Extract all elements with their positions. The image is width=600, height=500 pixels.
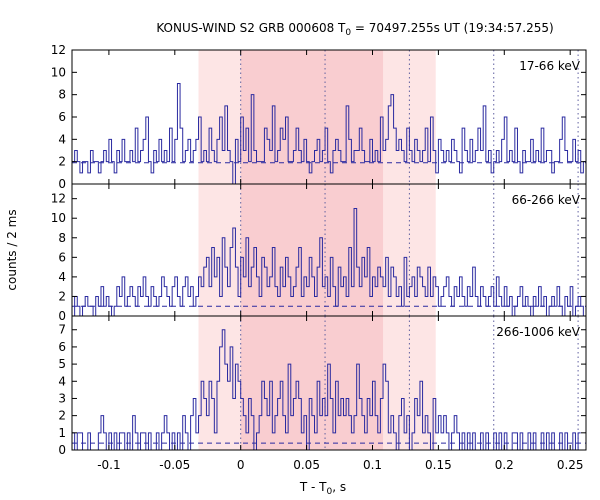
title-subscript: 0	[345, 28, 351, 38]
y-tick-label: 12	[51, 192, 66, 206]
y-tick-label: 5	[58, 357, 66, 371]
y-tick-label: 6	[58, 110, 66, 124]
xlabel-subscript: 0	[327, 487, 333, 497]
xlabel-rest: , s	[332, 480, 346, 494]
chart-title: KONUS-WIND S2 GRB 000608 T0 = 70497.255s…	[156, 21, 553, 38]
panel-3: 0 1 2 3 4 5 6 7 266-1006 keV	[58, 315, 587, 457]
y-tick-label: 0	[58, 443, 66, 457]
y-tick-label: 6	[58, 250, 66, 264]
xlabel-main: T - T	[299, 480, 327, 494]
x-tick-label: 0.2	[495, 458, 514, 472]
panel-1: 0 2 4 6 8 10 12 17-66 keV	[51, 43, 587, 191]
x-tick-label: -0.05	[159, 458, 190, 472]
energy-band-label: 17-66 keV	[519, 59, 581, 73]
y-tick-label: 4	[58, 132, 66, 146]
x-axis-label: T - T0, s	[299, 480, 346, 497]
y-tick-label: 10	[51, 65, 66, 79]
shaded-regions	[198, 50, 436, 450]
y-tick-label: 8	[58, 231, 66, 245]
y-tick-label: 0	[58, 309, 66, 323]
count-rate-curve	[72, 83, 586, 185]
energy-band-label: 66-266 keV	[512, 193, 581, 207]
x-tick-label: 0.15	[425, 458, 452, 472]
y-tick-label: 6	[58, 340, 66, 354]
y-tick-label: 4	[58, 374, 66, 388]
title-rest: = 70497.255s UT (19:34:57.255)	[351, 21, 554, 35]
y-tick-label: 3	[58, 391, 66, 405]
count-rate-curve	[72, 207, 586, 317]
y-axis-label: counts / 2 ms	[5, 209, 19, 290]
x-tick-label: 0.05	[293, 458, 320, 472]
y-tick-label: 2	[58, 409, 66, 423]
y-tick-label: 12	[51, 43, 66, 57]
energy-band-label: 266-1006 keV	[496, 325, 580, 339]
y-tick-label: 2	[58, 155, 66, 169]
y-tick-label: 10	[51, 211, 66, 225]
x-tick-label: 0	[237, 458, 245, 472]
panel-frame	[71, 315, 587, 451]
y-tick-label: 8	[58, 88, 66, 102]
x-tick-label: -0.1	[97, 458, 120, 472]
title-main: KONUS-WIND S2 GRB 000608 T	[156, 21, 346, 35]
y-tick-label: 4	[58, 270, 66, 284]
x-axis-ticks: -0.1 -0.05 0 0.05 0.1 0.15 0.2 0.25	[97, 458, 583, 472]
x-tick-label: 0.25	[557, 458, 584, 472]
y-tick-label: 7	[58, 323, 66, 337]
y-tick-label: 0	[58, 177, 66, 191]
y-tick-label: 1	[58, 426, 66, 440]
y-tick-label: 2	[58, 289, 66, 303]
x-tick-label: 0.1	[363, 458, 382, 472]
